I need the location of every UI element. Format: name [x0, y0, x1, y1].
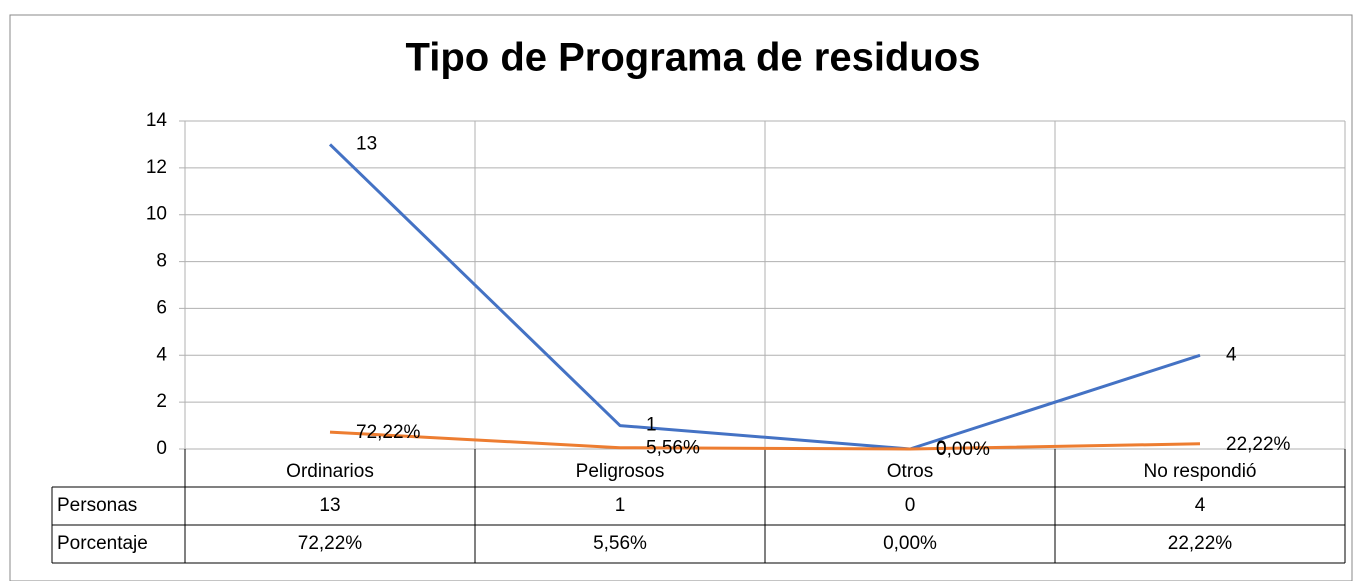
- data-label: 4: [1226, 344, 1237, 365]
- y-tick-label: 0: [156, 438, 167, 459]
- table-cell: 5,56%: [593, 533, 647, 554]
- table-cell: 13: [319, 495, 340, 516]
- data-label: 13: [356, 133, 377, 154]
- table-cell: 0,00%: [883, 533, 937, 554]
- x-tick-label: Ordinarios: [286, 461, 374, 482]
- data-label: 5,56%: [646, 438, 700, 459]
- y-tick-label: 8: [156, 251, 167, 272]
- x-tick-label: Otros: [887, 461, 933, 482]
- y-tick-label: 2: [156, 391, 167, 412]
- data-label: 72,22%: [356, 422, 421, 443]
- data-label: 1: [646, 415, 657, 436]
- table-cell: 4: [1195, 495, 1206, 516]
- table-cell: 22,22%: [1168, 533, 1233, 554]
- y-tick-label: 14: [146, 110, 168, 131]
- series-line: [329, 430, 1201, 451]
- table-row-header: Porcentaje: [57, 533, 148, 554]
- data-label: 22,22%: [1226, 434, 1291, 455]
- x-tick-label: Peligrosos: [576, 461, 665, 482]
- data-label: 0,00%: [936, 439, 990, 460]
- table-cell: 0: [905, 495, 916, 516]
- y-tick-label: 4: [156, 344, 167, 365]
- y-tick-label: 12: [146, 157, 167, 178]
- table-cell: 1: [615, 495, 626, 516]
- y-tick-label: 6: [156, 297, 167, 318]
- x-tick-label: No respondió: [1143, 461, 1256, 482]
- table-cell: 72,22%: [298, 533, 363, 554]
- series-line: [328, 143, 1201, 451]
- y-tick-label: 10: [146, 204, 167, 225]
- chart-border: [9, 14, 1353, 581]
- table-row-header: Personas: [57, 495, 137, 516]
- chart-title: Tipo de Programa de residuos: [406, 36, 981, 80]
